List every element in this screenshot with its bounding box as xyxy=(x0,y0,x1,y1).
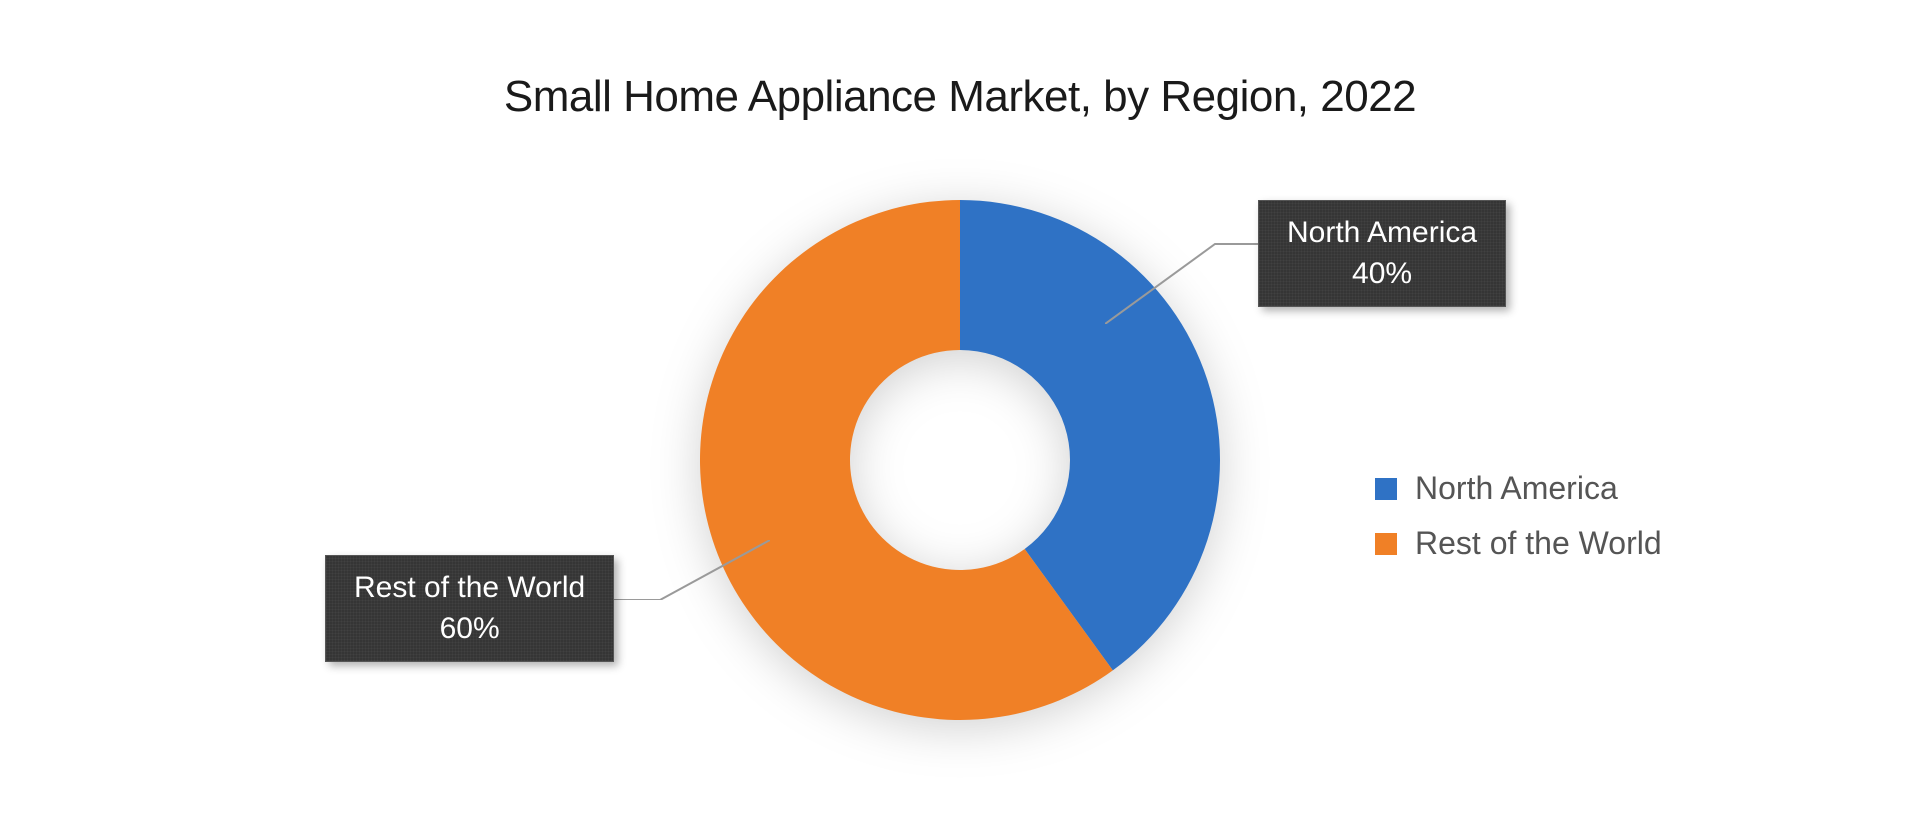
callout-row-pct: 60% xyxy=(354,609,585,650)
chart-title: Small Home Appliance Market, by Region, … xyxy=(504,72,1416,122)
legend-label-row: Rest of the World xyxy=(1415,525,1662,562)
callout-rest-of-world: Rest of the World 60% xyxy=(325,555,614,662)
legend-swatch-row xyxy=(1375,533,1397,555)
legend-item-north-america: North America xyxy=(1375,470,1662,507)
legend-swatch-na xyxy=(1375,478,1397,500)
donut-chart xyxy=(690,190,1230,730)
legend: North America Rest of the World xyxy=(1375,470,1662,580)
callout-na-label: North America xyxy=(1287,213,1477,254)
callout-north-america: North America 40% xyxy=(1258,200,1506,307)
callout-row-label: Rest of the World xyxy=(354,568,585,609)
legend-item-rest-of-world: Rest of the World xyxy=(1375,525,1662,562)
legend-label-na: North America xyxy=(1415,470,1618,507)
callout-na-pct: 40% xyxy=(1287,254,1477,295)
